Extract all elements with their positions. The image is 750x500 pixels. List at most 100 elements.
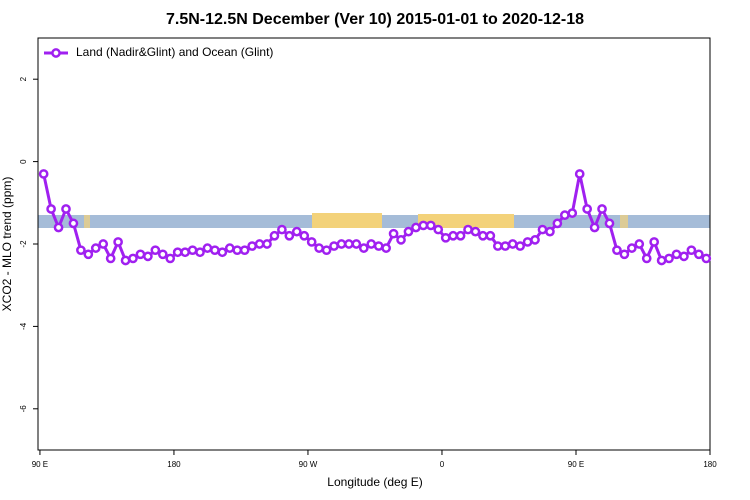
point (492, 241, 503, 251)
point (135, 249, 146, 260)
point (634, 239, 645, 249)
point (202, 243, 213, 253)
x-axis-label: Longitude (deg E) (327, 475, 422, 489)
point (195, 247, 205, 258)
point (344, 239, 354, 249)
y-tick-label: 0 (19, 159, 28, 164)
point (98, 239, 109, 249)
point (559, 210, 570, 221)
point (448, 230, 458, 241)
point (187, 245, 198, 256)
point (470, 226, 481, 237)
point (284, 230, 295, 241)
x-tick-label: 90 E (32, 460, 48, 469)
point (463, 224, 473, 235)
point (262, 239, 272, 249)
point (53, 222, 64, 233)
point (217, 247, 228, 258)
y-tick-label: 2 (19, 76, 28, 81)
point (277, 224, 287, 235)
point (210, 245, 220, 256)
point (530, 235, 540, 245)
point (232, 245, 243, 256)
point (500, 241, 511, 251)
point (507, 239, 518, 249)
x-tick-label: 90 E (568, 460, 584, 469)
point (336, 239, 347, 249)
point (679, 251, 689, 262)
point (418, 220, 429, 231)
point (693, 249, 704, 260)
point (157, 249, 168, 260)
point (269, 230, 280, 241)
point (143, 251, 153, 262)
point (180, 247, 190, 258)
point (686, 245, 697, 256)
point (582, 204, 593, 214)
point (291, 226, 302, 237)
point (485, 230, 496, 241)
point (455, 230, 466, 241)
point (522, 237, 533, 247)
x-tick-label: 90 W (299, 460, 318, 469)
point (574, 169, 585, 179)
point (545, 226, 555, 237)
point (172, 247, 183, 258)
point (366, 239, 377, 249)
point (656, 255, 667, 266)
x-tick-label: 180 (167, 460, 181, 469)
point (90, 243, 101, 253)
point (165, 253, 176, 264)
point (537, 224, 548, 235)
point (671, 249, 682, 260)
y-tick-label: -2 (19, 240, 28, 248)
point (61, 204, 71, 214)
point (388, 228, 399, 239)
point (351, 239, 362, 249)
point (239, 245, 250, 256)
point (306, 237, 317, 247)
point (515, 241, 525, 251)
x-tick-label: 0 (440, 460, 445, 469)
point (701, 253, 712, 264)
point (612, 245, 622, 256)
point (83, 249, 94, 260)
point (567, 208, 578, 218)
point (403, 226, 414, 237)
point (105, 253, 116, 264)
legend-marker (51, 48, 61, 58)
point (321, 245, 332, 256)
point (552, 218, 563, 229)
point (649, 237, 660, 247)
point (440, 232, 451, 243)
point (373, 241, 384, 251)
point (314, 243, 324, 253)
point (254, 239, 265, 249)
point (299, 230, 310, 241)
point (425, 220, 436, 231)
point (433, 224, 444, 235)
point (120, 255, 131, 266)
point (46, 204, 56, 214)
point (641, 253, 652, 264)
point (626, 243, 637, 253)
map-strip (38, 213, 710, 228)
point (68, 218, 79, 229)
chart-title: 7.5N-12.5N December (Ver 10) 2015-01-01 … (166, 11, 584, 28)
point (664, 253, 674, 264)
point (619, 249, 630, 260)
point (411, 222, 421, 233)
point (76, 245, 86, 256)
point (381, 243, 391, 253)
point (329, 241, 339, 251)
point (589, 222, 600, 233)
point (396, 235, 406, 245)
x-tick-label: 180 (703, 460, 717, 469)
y-tick-label: -6 (19, 405, 28, 413)
point (38, 169, 49, 179)
point (224, 243, 235, 253)
point (150, 245, 161, 256)
point (358, 243, 369, 253)
point (478, 230, 488, 241)
